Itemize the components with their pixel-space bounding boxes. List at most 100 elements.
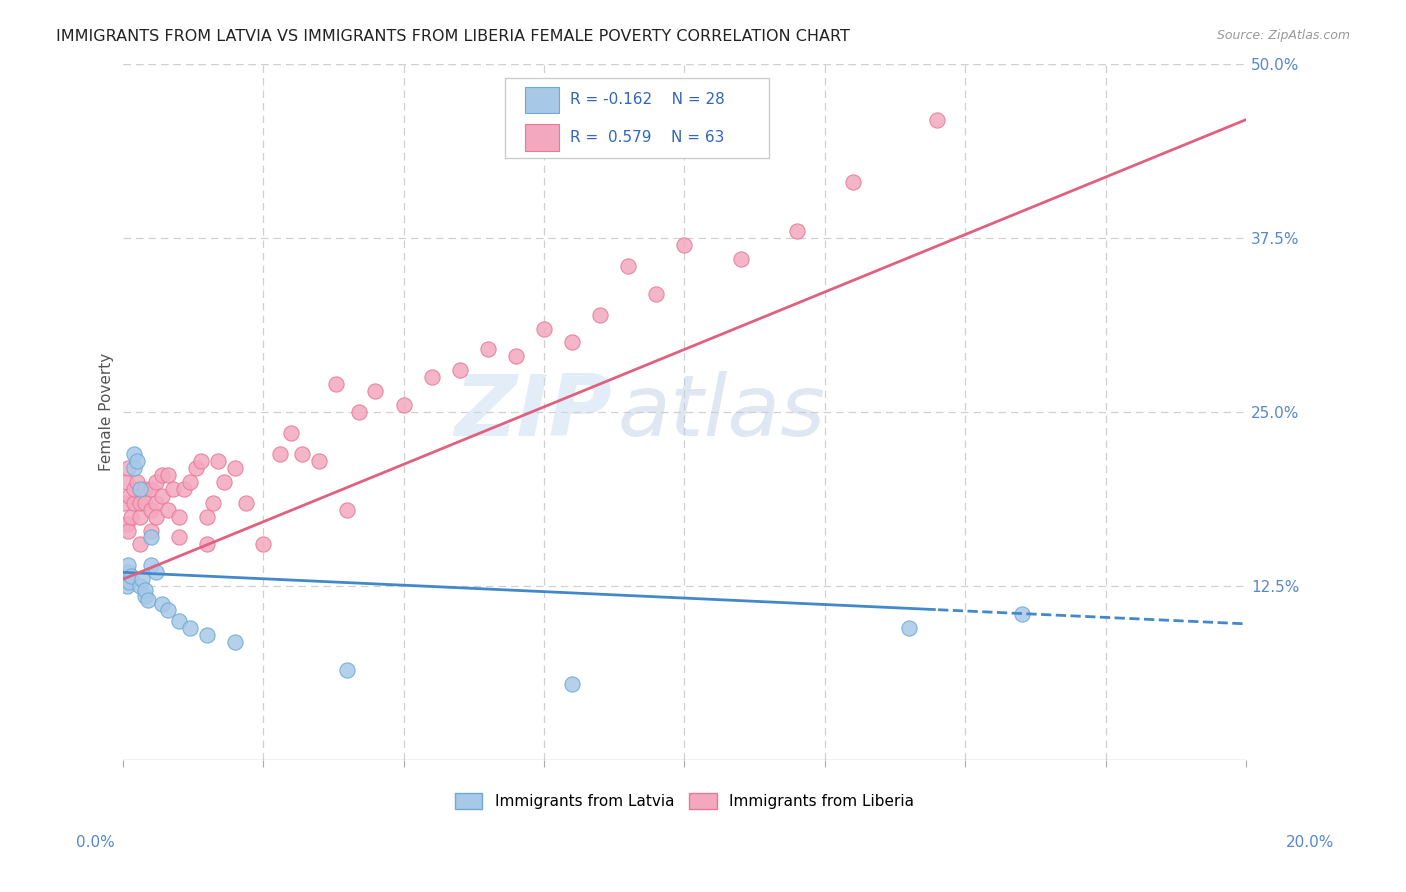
Text: ZIP: ZIP bbox=[454, 370, 612, 454]
Point bbox=[336, 502, 359, 516]
Point bbox=[150, 467, 173, 482]
Point bbox=[184, 460, 207, 475]
Point bbox=[145, 475, 167, 489]
Point bbox=[139, 531, 162, 545]
Point bbox=[927, 112, 949, 127]
Point bbox=[114, 475, 136, 489]
Point bbox=[224, 460, 246, 475]
Point bbox=[120, 569, 142, 583]
Text: 20.0%: 20.0% bbox=[1286, 836, 1334, 850]
Point bbox=[179, 475, 201, 489]
Point bbox=[336, 663, 359, 677]
Point bbox=[235, 496, 257, 510]
Point bbox=[291, 447, 314, 461]
Point bbox=[139, 502, 162, 516]
Point bbox=[134, 583, 156, 598]
Point bbox=[561, 677, 583, 691]
Point bbox=[224, 635, 246, 649]
Point bbox=[120, 509, 142, 524]
Point bbox=[118, 489, 141, 503]
Point bbox=[898, 621, 921, 635]
Point bbox=[145, 566, 167, 580]
Point bbox=[156, 467, 179, 482]
Point bbox=[167, 614, 190, 628]
Text: IMMIGRANTS FROM LATVIA VS IMMIGRANTS FROM LIBERIA FEMALE POVERTY CORRELATION CHA: IMMIGRANTS FROM LATVIA VS IMMIGRANTS FRO… bbox=[56, 29, 851, 44]
Point bbox=[673, 238, 696, 252]
Point bbox=[156, 502, 179, 516]
Point bbox=[617, 259, 640, 273]
Point bbox=[118, 575, 141, 590]
Point bbox=[449, 363, 471, 377]
Text: Source: ZipAtlas.com: Source: ZipAtlas.com bbox=[1216, 29, 1350, 42]
Point bbox=[125, 454, 148, 468]
Point bbox=[128, 509, 150, 524]
Point bbox=[134, 496, 156, 510]
Point bbox=[114, 572, 136, 586]
Y-axis label: Female Poverty: Female Poverty bbox=[100, 353, 114, 471]
Point bbox=[136, 593, 159, 607]
Point bbox=[212, 475, 235, 489]
Point bbox=[167, 531, 190, 545]
Point bbox=[786, 224, 808, 238]
Point bbox=[115, 516, 138, 531]
Point bbox=[730, 252, 752, 266]
Point bbox=[115, 579, 138, 593]
Point bbox=[201, 496, 224, 510]
Point bbox=[842, 175, 865, 189]
Point bbox=[561, 335, 583, 350]
Point bbox=[645, 286, 668, 301]
Point bbox=[195, 628, 218, 642]
Point bbox=[505, 350, 527, 364]
Text: R =  0.579    N = 63: R = 0.579 N = 63 bbox=[569, 130, 724, 145]
Point bbox=[112, 496, 135, 510]
Point bbox=[167, 509, 190, 524]
Point bbox=[125, 475, 148, 489]
Point bbox=[589, 308, 612, 322]
Point bbox=[1011, 607, 1033, 621]
Point bbox=[392, 398, 415, 412]
Point bbox=[134, 482, 156, 496]
Point bbox=[122, 496, 145, 510]
Point bbox=[173, 482, 195, 496]
Point bbox=[533, 321, 555, 335]
Point bbox=[325, 377, 347, 392]
Point bbox=[139, 482, 162, 496]
Point bbox=[150, 489, 173, 503]
Text: 0.0%: 0.0% bbox=[76, 836, 115, 850]
Point bbox=[122, 447, 145, 461]
Point bbox=[162, 482, 184, 496]
Text: atlas: atlas bbox=[617, 370, 825, 454]
Point bbox=[139, 558, 162, 573]
FancyBboxPatch shape bbox=[505, 78, 769, 158]
Point bbox=[145, 509, 167, 524]
Point bbox=[252, 537, 274, 551]
Legend: Immigrants from Latvia, Immigrants from Liberia: Immigrants from Latvia, Immigrants from … bbox=[449, 788, 920, 815]
Point bbox=[131, 572, 153, 586]
Point bbox=[150, 598, 173, 612]
FancyBboxPatch shape bbox=[524, 87, 558, 113]
Point bbox=[117, 460, 139, 475]
Point bbox=[195, 509, 218, 524]
Point bbox=[139, 524, 162, 538]
Text: R = -0.162    N = 28: R = -0.162 N = 28 bbox=[569, 93, 724, 107]
Point bbox=[128, 496, 150, 510]
Point bbox=[128, 579, 150, 593]
Point bbox=[207, 454, 229, 468]
Point bbox=[179, 621, 201, 635]
Point bbox=[117, 524, 139, 538]
Point bbox=[117, 566, 139, 580]
Point bbox=[420, 370, 443, 384]
FancyBboxPatch shape bbox=[524, 124, 558, 151]
Point bbox=[122, 460, 145, 475]
Point bbox=[128, 537, 150, 551]
Point bbox=[280, 425, 302, 440]
Point bbox=[156, 603, 179, 617]
Point bbox=[195, 537, 218, 551]
Point bbox=[364, 384, 387, 399]
Point bbox=[477, 343, 499, 357]
Point bbox=[269, 447, 291, 461]
Point bbox=[122, 482, 145, 496]
Point bbox=[308, 454, 330, 468]
Point bbox=[190, 454, 212, 468]
Point bbox=[117, 558, 139, 573]
